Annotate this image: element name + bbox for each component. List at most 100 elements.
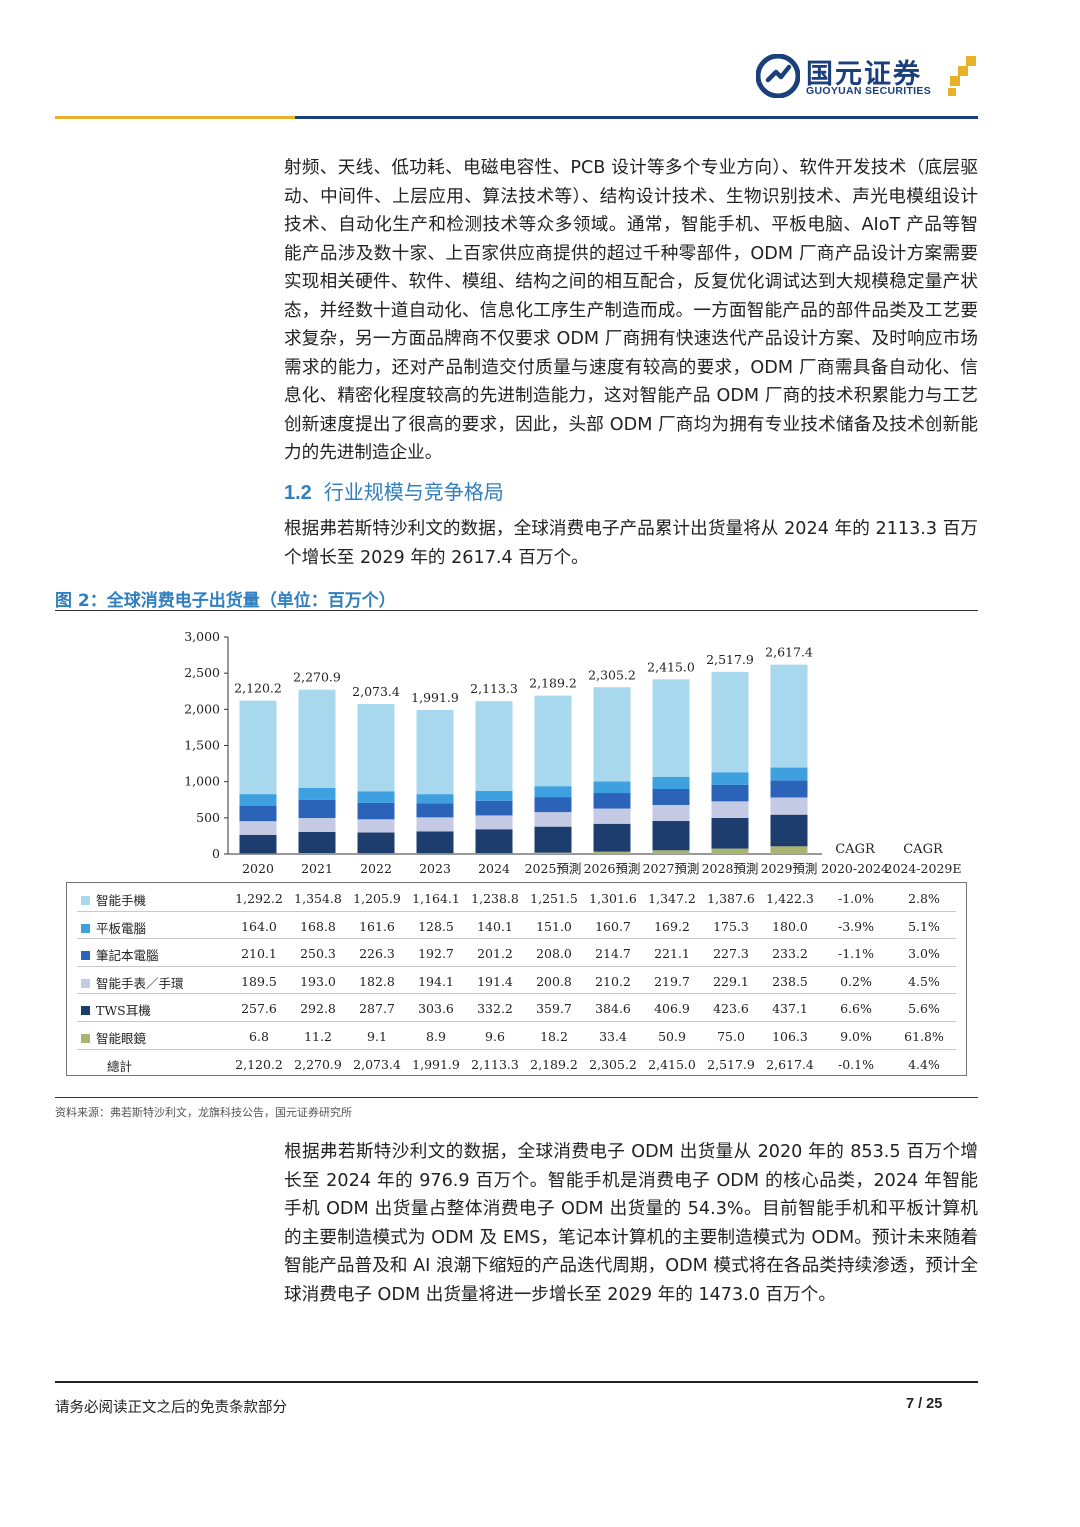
bar-segment	[357, 819, 395, 833]
table-cell: 1,422.3	[766, 891, 814, 906]
bar-segment	[416, 853, 454, 854]
table-cell: 1,238.8	[471, 891, 519, 906]
legend-swatch	[81, 1006, 90, 1016]
bar-segment	[593, 851, 631, 854]
bar-segment	[770, 797, 808, 815]
bar-segment	[534, 797, 572, 813]
row-label-text: TWS耳機	[96, 1003, 151, 1019]
table-cell: 359.7	[536, 1001, 572, 1017]
table-cell: 214.7	[595, 946, 631, 962]
row-label-text: 智能手機	[96, 893, 147, 908]
table-cell: 238.5	[772, 973, 808, 989]
row-divider	[77, 1020, 956, 1022]
bar-segment	[298, 787, 336, 800]
table-cell: 9.6	[485, 1029, 505, 1044]
bar-segment	[652, 789, 690, 805]
bar-segment	[534, 852, 572, 854]
table-cell: 384.6	[595, 1001, 631, 1017]
table-total-row: 總計 2,120.2 2,270.9 2,073.4 1,991.9 2,113.3 2,1…	[67, 1050, 966, 1078]
table-cell: 437.1	[772, 1001, 808, 1017]
bar-segment	[357, 791, 395, 803]
x-tick-label: 2026預測	[584, 861, 641, 876]
table-cell: 226.3	[359, 946, 395, 962]
bar-total-label: 2,120.2	[234, 681, 282, 696]
bar-segment	[239, 794, 277, 806]
row-label-text: 平板電腦	[96, 920, 147, 936]
y-tick-label: 0	[212, 846, 220, 861]
cagr-cell: -3.9%	[838, 918, 874, 934]
table-cell: 193.0	[300, 973, 336, 989]
table-cell: 406.9	[654, 1001, 690, 1017]
bar-total-label: 2,415.0	[647, 659, 695, 674]
table-cell: 2,270.9	[294, 1056, 342, 1072]
table-cell: 233.2	[772, 946, 808, 962]
cagr-cell: 5.1%	[908, 918, 940, 934]
cagr-header: CAGR	[835, 842, 876, 857]
header-rule	[295, 116, 978, 119]
body-paragraph-3: 根据弗若斯特沙利文的数据，全球消费电子 ODM 出货量从 2020 年的 853…	[284, 1142, 978, 1305]
bar-total-label: 2,113.3	[470, 681, 518, 696]
table-cell: 210.2	[595, 973, 631, 989]
table-cell: 208.0	[536, 946, 572, 962]
row-divider	[77, 938, 956, 940]
table-cell: 194.1	[418, 973, 454, 989]
y-tick-label: 2,500	[184, 665, 220, 680]
table-cell: 1,387.6	[707, 891, 755, 906]
bar-segment	[298, 818, 336, 833]
bar-total-label: 2,305.2	[588, 667, 636, 682]
row-label: 平板電腦	[81, 918, 146, 937]
bar-segment	[298, 832, 336, 854]
table-cell: 1,354.8	[294, 891, 342, 906]
bar-segment	[475, 800, 513, 816]
table-row: TWS耳機 257.6 292.8 287.7 303.6 332.2 359.7 384.6…	[67, 994, 966, 1022]
table-cell: 164.0	[241, 918, 277, 934]
bar-total-label: 2,517.9	[706, 652, 754, 667]
table-cell: 161.6	[359, 918, 395, 934]
table-cell: 18.2	[540, 1029, 568, 1044]
table-cell: 106.3	[772, 1029, 808, 1044]
bar-segment	[239, 700, 277, 795]
table-cell: 168.8	[300, 918, 336, 934]
bar-segment	[298, 799, 336, 819]
legend-swatch	[81, 978, 90, 988]
table-cell: 189.5	[241, 973, 277, 989]
cagr-cell: -1.0%	[838, 891, 874, 906]
bar-segment	[416, 803, 454, 818]
table-row: 平板電腦 164.0 168.8 161.6 128.5 140.1 151.0 160.7 1…	[67, 912, 966, 940]
bar-segment	[652, 850, 690, 854]
row-divider	[77, 993, 956, 995]
row-divider	[77, 1048, 956, 1050]
bar-segment	[652, 679, 690, 777]
table-cell: 287.7	[359, 1001, 395, 1017]
bar-segment	[711, 848, 749, 854]
table-cell: 1,301.6	[589, 891, 637, 906]
table-cell: 227.3	[713, 946, 749, 962]
legend-swatch	[81, 896, 90, 905]
bar-segment	[416, 709, 454, 795]
y-tick-label: 1,000	[184, 774, 220, 789]
table-cell: 2,113.3	[471, 1056, 519, 1072]
bar-segment	[593, 808, 631, 824]
table-row: 智能眼鏡 6.8 11.2 9.1 8.9 9.6 18.2 33.4 50.9 75.0 106.…	[67, 1022, 966, 1050]
row-divider	[77, 965, 956, 967]
bar-segment	[357, 832, 395, 854]
bar-segment	[593, 687, 631, 782]
bar-segment	[475, 790, 513, 801]
table-cell: 6.8	[249, 1029, 269, 1044]
table-cell: 423.6	[713, 1001, 749, 1017]
table-cell: 8.9	[426, 1029, 446, 1044]
bar-segment	[239, 834, 277, 854]
table-cell: 2,415.0	[648, 1056, 696, 1072]
legend-swatch	[81, 923, 90, 933]
row-label: TWS耳機	[81, 1000, 151, 1019]
row-label-text: 總計	[107, 1058, 133, 1074]
body-paragraph-1: 射频、天线、低功耗、电磁电容性、PCB 设计等多个专业方向）、软件开发技术（底层…	[284, 158, 978, 463]
bar-segment	[416, 794, 454, 804]
bar-total-label: 2,617.4	[765, 645, 813, 660]
cagr-period-label: 2020-2024	[821, 861, 889, 876]
table-cell: 1,991.9	[412, 1056, 460, 1072]
table-cell: 257.6	[241, 1001, 277, 1017]
bar-segment	[770, 780, 808, 798]
table-cell: 1,347.2	[648, 891, 696, 906]
